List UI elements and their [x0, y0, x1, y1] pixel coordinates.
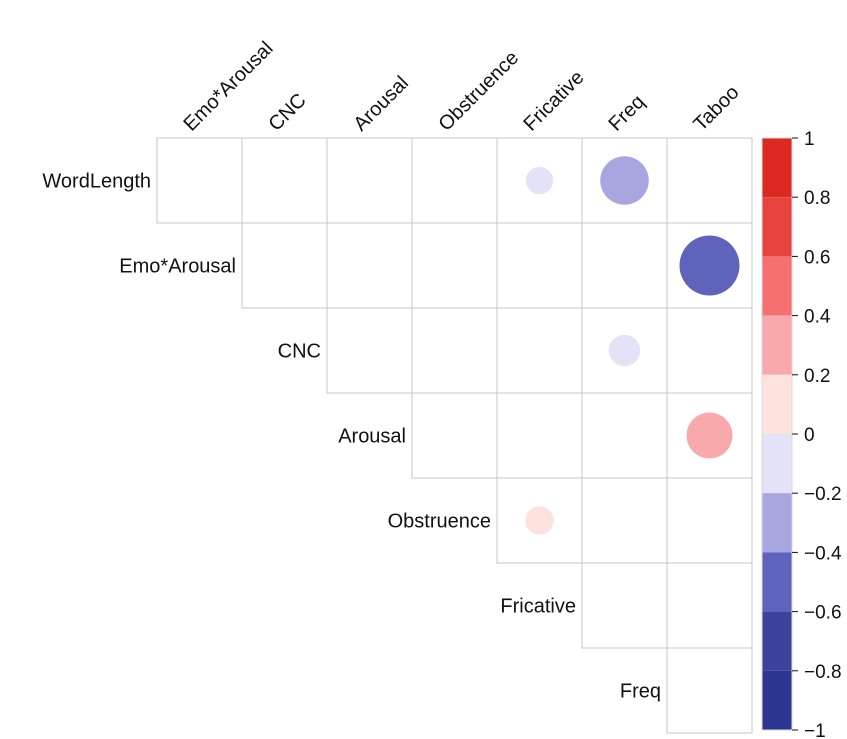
column-label-obstruence: Obstruence [434, 47, 523, 136]
column-label-taboo: Taboo [689, 81, 743, 135]
cell-wordlength-obstruence [411, 137, 498, 224]
cell-obstruence-freq [581, 477, 668, 564]
row-label-wordlength: WordLength [42, 171, 151, 193]
colorbar-tick-label: 0.8 [804, 188, 830, 209]
row-label-arousal: Arousal [338, 426, 406, 448]
colorbar-band [762, 493, 792, 553]
cell-cnc-fricative [496, 307, 583, 394]
colorbar-tick-label: 1 [804, 129, 815, 150]
colorbar-band [762, 670, 792, 730]
cell-fricative-taboo [666, 562, 753, 649]
cell-cnc-taboo [666, 307, 753, 394]
column-label-fricative: Fricative [519, 67, 588, 136]
cell-obstruence-taboo [666, 477, 753, 564]
colorbar-band [762, 138, 792, 198]
colorbar-band [762, 315, 792, 375]
cell-wordlength-arousal [326, 137, 413, 224]
colorbar-tick-label: −0.2 [804, 484, 842, 505]
column-label-freq: Freq [604, 91, 649, 136]
cell-cnc-obstruence [411, 307, 498, 394]
cell-emo-arousal-cnc [241, 222, 328, 309]
cell-arousal-freq [581, 392, 668, 479]
circle-arousal-taboo [686, 412, 733, 459]
column-label-emo-arousal: Emo*Arousal [179, 37, 277, 135]
grid-cells [156, 137, 753, 734]
cell-emo-arousal-fricative [496, 222, 583, 309]
colorbar [761, 137, 793, 731]
column-label-arousal: Arousal [349, 72, 413, 136]
colorbar-band [762, 256, 792, 316]
row-labels: WordLength Emo*Arousal CNC Arousal Obstruenc… [42, 171, 661, 703]
cell-arousal-obstruence [411, 392, 498, 479]
colorbar-band [762, 434, 792, 494]
row-label-obstruence: Obstruence [388, 511, 491, 533]
colorbar-tick-label: 0.2 [804, 366, 830, 387]
circle-wordlength-fricative [525, 166, 554, 195]
row-label-freq: Freq [620, 681, 661, 703]
cell-fricative-freq [581, 562, 668, 649]
cell-arousal-fricative [496, 392, 583, 479]
circle-cnc-freq [608, 334, 641, 367]
cell-wordlength-emo-arousal [156, 137, 243, 224]
column-label-cnc: CNC [264, 89, 310, 135]
cell-freq-taboo [666, 647, 753, 734]
cell-cnc-arousal [326, 307, 413, 394]
colorbar-band [762, 611, 792, 671]
colorbar-band [762, 197, 792, 257]
cell-wordlength-taboo [666, 137, 753, 224]
colorbar-ticks: 1 0.8 0.6 0.4 0.2 0 −0.2 −0.4 −0.6 −0.8 −1 [792, 129, 842, 739]
cell-wordlength-cnc [241, 137, 328, 224]
colorbar-tick-label: −1 [804, 721, 826, 739]
correlation-circles [525, 156, 740, 535]
colorbar-band [762, 552, 792, 612]
circle-emo-arousal-taboo [679, 235, 740, 296]
colorbar-tick-label: 0 [804, 425, 815, 446]
cell-emo-arousal-obstruence [411, 222, 498, 309]
circle-obstruence-fricative [525, 506, 554, 535]
colorbar-tick-label: −0.8 [804, 662, 842, 683]
colorbar-band [762, 374, 792, 434]
colorbar-tick-label: 0.6 [804, 247, 830, 268]
cell-emo-arousal-arousal [326, 222, 413, 309]
circle-wordlength-freq [600, 156, 649, 205]
row-label-cnc: CNC [278, 341, 321, 363]
row-label-fricative: Fricative [500, 596, 576, 618]
colorbar-tick-label: 0.4 [804, 307, 831, 328]
row-label-emo-arousal: Emo*Arousal [119, 256, 236, 278]
colorbar-tick-label: −0.4 [804, 543, 842, 564]
colorbar-tick-label: −0.6 [804, 603, 842, 624]
cell-emo-arousal-freq [581, 222, 668, 309]
